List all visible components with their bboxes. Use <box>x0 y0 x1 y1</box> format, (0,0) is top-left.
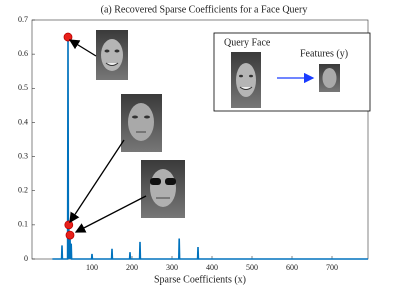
chart-title: (a) Recovered Sparse Coefficients for a … <box>101 4 308 15</box>
face-image <box>121 94 162 152</box>
y-tick-label: 0.2 <box>18 186 28 195</box>
x-tick-label: 600 <box>286 263 298 272</box>
face-image <box>141 160 185 218</box>
face-images <box>68 30 371 233</box>
x-tick-label: 400 <box>206 263 218 272</box>
highlight-marker <box>65 230 75 240</box>
coefficient-line <box>52 37 368 260</box>
plot-area: 0 0.1 0.2 0.3 0.4 0.5 0.6 0.7 100 200 300 400 500 600… <box>18 15 369 272</box>
x-tick-label: 200 <box>126 263 138 272</box>
y-tick-label: 0.1 <box>18 220 28 229</box>
face-image <box>231 52 261 108</box>
y-tick-label: 0.7 <box>18 15 28 24</box>
y-tick-label: 0.3 <box>18 151 28 160</box>
inset-label: Features (y) <box>300 48 348 59</box>
feature-image <box>319 64 340 92</box>
face-image <box>96 30 128 80</box>
x-tick-label: 500 <box>246 263 258 272</box>
x-axis-label: Sparse Coefficients (x) <box>154 274 246 285</box>
y-tick-label: 0 <box>24 254 28 263</box>
y-tick-label: 0.4 <box>18 117 28 126</box>
highlight-marker <box>64 220 74 230</box>
highlight-marker <box>63 32 73 42</box>
y-tick-label: 0.6 <box>18 49 28 58</box>
x-tick-label: 700 <box>326 263 338 272</box>
x-tick-label: 100 <box>86 263 98 272</box>
inset-label: Query Face <box>224 37 271 48</box>
y-tick-label: 0.5 <box>18 83 28 92</box>
x-tick-label: 300 <box>166 263 178 272</box>
